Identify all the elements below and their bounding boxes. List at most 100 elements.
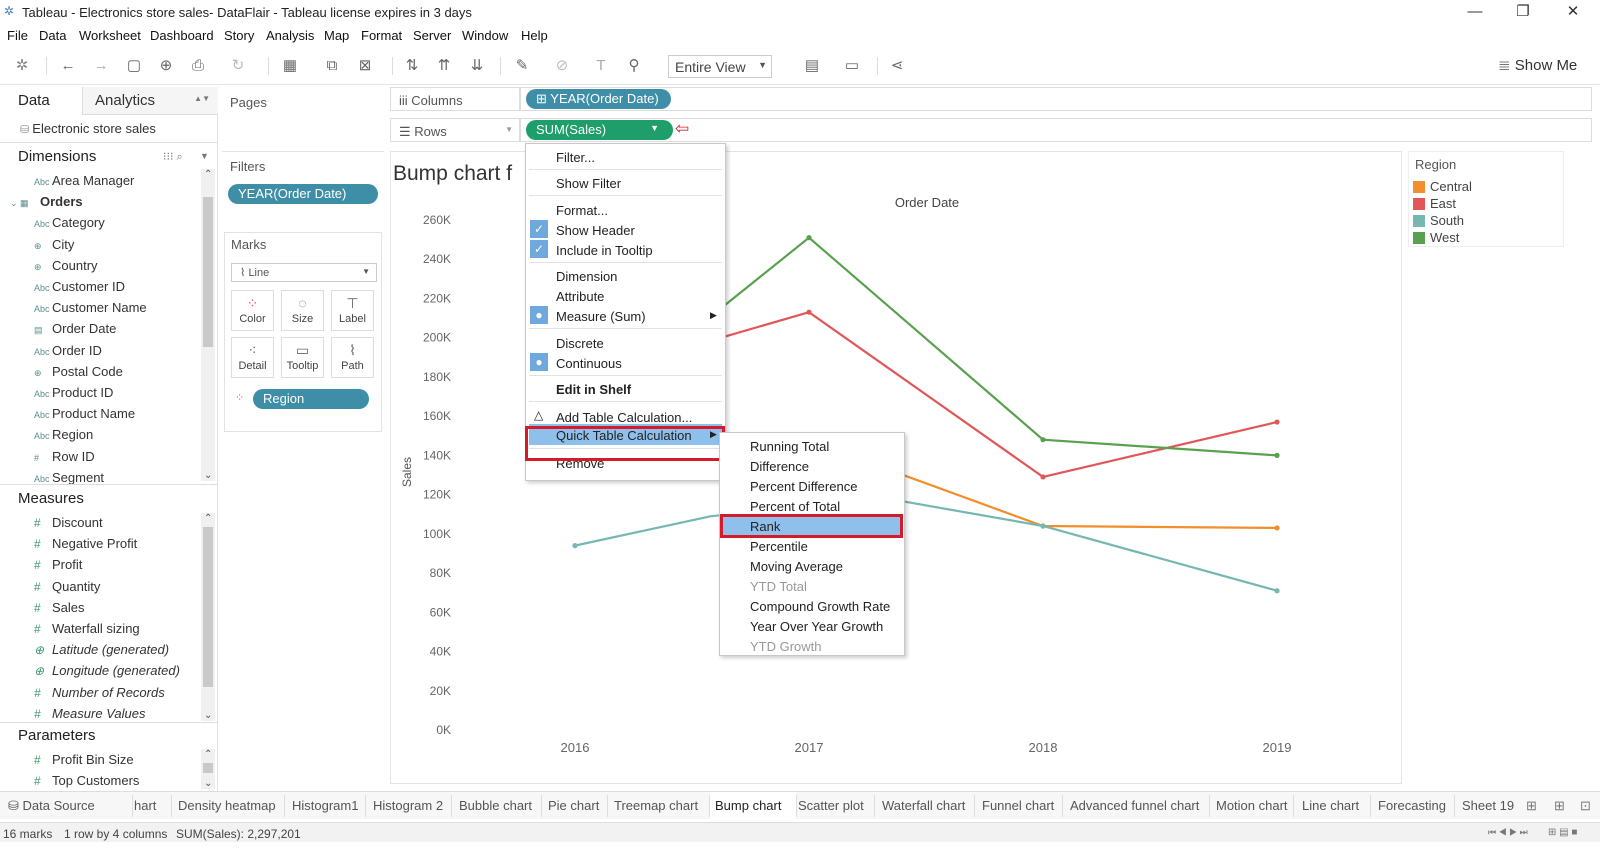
dimensions-scrollbar[interactable]: ⌃ ⌄ [201,169,215,481]
field-item[interactable]: ▤ Order Date [34,321,116,336]
new-worksheet-icon[interactable]: ⊞ [1526,798,1537,813]
tooltip-button[interactable]: ▭ Tooltip [281,337,324,378]
new-datasource-icon[interactable]: ⊕ [159,57,173,74]
sheet-tab[interactable]: Scatter plot [798,798,864,813]
tab-data-source[interactable]: ⛁ Data Source [8,798,95,813]
field-item[interactable]: # Profit Bin Size [34,752,134,767]
sheet-tab[interactable]: Pie chart [548,798,600,813]
restore-button[interactable]: ❐ [1516,3,1530,20]
menu-item-show-filter[interactable]: Show Filter [556,176,622,191]
columns-shelf[interactable]: ⊞ YEAR(Order Date) [520,87,1592,111]
close-button[interactable]: ✕ [1566,3,1580,20]
menu-map[interactable]: Map [324,28,350,43]
field-item[interactable]: # Top Customers [34,773,139,788]
show-labels-icon[interactable]: T [596,57,606,74]
sheet-tab-active[interactable]: Bump chart [715,798,782,813]
menu-data[interactable]: Data [39,28,67,43]
pages-card[interactable]: Pages [224,87,384,147]
pause-updates-icon[interactable]: ⎙ [191,57,204,74]
menu-item-format[interactable]: Format... [556,203,609,218]
sheet-tab[interactable]: Histogram1 [292,798,359,813]
sheet-tab[interactable]: Line chart [1302,798,1360,813]
field-item[interactable]: # Number of Records [34,685,165,700]
menu-item-measure-sum[interactable]: Measure (Sum) [556,309,646,324]
view-mode-icon[interactable]: ⊞ ▤ ■ [1548,827,1578,838]
undo-icon[interactable]: ← [60,57,76,74]
field-item[interactable]: # Waterfall sizing [34,621,140,636]
field-item[interactable]: # Sales [34,600,85,615]
field-item[interactable]: ⊕ Country [34,258,98,273]
label-button[interactable]: ⊤ Label [331,290,374,331]
field-item[interactable]: Abc Category [34,215,105,230]
submenu-difference[interactable]: Difference [750,459,810,474]
submenu-percent-of-total[interactable]: Percent of Total [750,499,841,514]
field-item[interactable]: # Measure Values [34,706,145,721]
datasource-item[interactable]: ⛁ Electronic store sales [20,121,156,136]
tab-analytics[interactable]: Analytics ▲▼ [82,87,218,115]
menu-window[interactable]: Window [462,28,509,43]
legend-item-west[interactable]: West [1413,230,1459,245]
rows-shelf[interactable]: SUM(Sales) ▼ ⇦ [520,118,1592,142]
sheet-tab[interactable]: Funnel chart [982,798,1055,813]
sort-descending-icon[interactable]: ⇊ [470,57,484,74]
sheet-tab[interactable]: Bubble chart [459,798,532,813]
field-item[interactable]: ⊕ Postal Code [34,364,123,379]
field-item[interactable]: Abc Region [34,427,93,442]
field-item[interactable]: Abc Customer ID [34,279,125,294]
menu-item-discrete[interactable]: Discrete [556,336,604,351]
field-item[interactable]: Abc Customer Name [34,300,147,315]
submenu-percentile[interactable]: Percentile [750,539,808,554]
field-item[interactable]: Abc Product ID [34,385,113,400]
field-item[interactable]: ⊕ Longitude (generated) [34,663,180,678]
submenu-percent-difference[interactable]: Percent Difference [750,479,858,494]
field-item[interactable]: Abc Order ID [34,343,102,358]
tableau-home-icon[interactable]: ✲ [15,57,29,74]
submenu-rank[interactable]: Rank [750,519,781,534]
menu-item-add-table-calculation[interactable]: Add Table Calculation... [556,410,693,425]
field-item[interactable]: Abc Product Name [34,406,135,421]
sheet-tab[interactable]: Waterfall chart [882,798,966,813]
filters-card[interactable]: Filters YEAR(Order Date) [224,155,384,220]
marks-pill-region[interactable]: Region [253,389,369,409]
sheet-tab[interactable]: Advanced funnel chart [1070,798,1200,813]
sheet-tab[interactable]: Treemap chart [614,798,699,813]
menu-file[interactable]: File [7,28,28,43]
fit-dropdown[interactable]: Entire View ▼ [668,55,772,78]
legend-item-south[interactable]: South [1413,213,1464,228]
submenu-running-total[interactable]: Running Total [750,439,830,454]
mark-type-dropdown[interactable]: ⌇ Line ▼ [231,263,377,282]
menu-format[interactable]: Format [361,28,403,43]
sheet-navigation-icon[interactable]: ⏮ ◀ ▶ ⏭ [1488,827,1528,837]
redo-icon[interactable]: → [93,57,109,74]
menu-analysis[interactable]: Analysis [266,28,315,43]
filter-pill-year-order-date[interactable]: YEAR(Order Date) [228,184,378,204]
refresh-icon[interactable]: ↻ [231,57,245,74]
field-item[interactable]: # Quantity [34,579,100,594]
menu-item-show-header[interactable]: Show Header [556,223,635,238]
show-me-button[interactable]: ≣ Show Me [1498,57,1578,74]
menu-item-include-in-tooltip[interactable]: Include in Tooltip [556,243,653,258]
highlight-icon[interactable]: ✎ [515,57,529,74]
tab-data[interactable]: Data [18,92,50,109]
swap-rows-columns-icon[interactable]: ⇅ [405,57,419,74]
menu-help[interactable]: Help [521,28,548,43]
menu-item-dimension[interactable]: Dimension [556,269,618,284]
folder-orders[interactable]: ⌄ ▦ Orders [10,194,83,209]
view-toggle-icon[interactable]: ⁝⁝⁝ ⌕ [163,151,183,163]
color-button[interactable]: ⁘ Color [231,290,274,331]
field-item[interactable]: # Negative Profit [34,536,137,551]
field-item[interactable]: ⊕ Latitude (generated) [34,642,169,657]
path-button[interactable]: ⌇ Path [331,337,374,378]
share-icon[interactable]: ⋖ [890,57,904,74]
submenu-moving-average[interactable]: Moving Average [750,559,843,574]
measures-scrollbar[interactable]: ⌃ ⌄ [201,513,215,721]
field-item[interactable]: Abc Segment [34,470,104,485]
new-dashboard-icon[interactable]: ⊞ [1554,798,1565,813]
presentation-mode-icon[interactable]: ▭ [844,57,860,74]
parameters-scrollbar[interactable]: ⌃ ⌄ [201,749,215,789]
field-item[interactable]: ⊕ City [34,237,74,252]
menu-item-continuous[interactable]: Continuous [556,356,622,371]
menu-worksheet[interactable]: Worksheet [79,28,141,43]
sheet-tab[interactable]: Histogram 2 [373,798,444,813]
rows-pill-sum-sales[interactable]: SUM(Sales) ▼ [526,120,673,140]
